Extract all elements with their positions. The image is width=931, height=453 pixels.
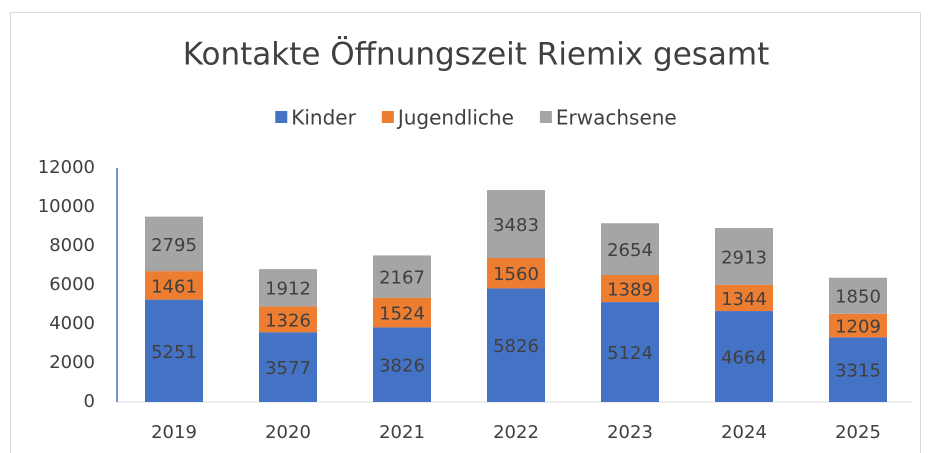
bar-segment	[601, 223, 659, 275]
data-label: 1912	[265, 279, 311, 300]
data-label: 1344	[721, 289, 767, 310]
legend-swatch	[275, 111, 288, 123]
data-label: 5826	[493, 336, 539, 357]
bar-segment	[601, 302, 659, 402]
bar-segment	[259, 332, 317, 402]
bar-segment	[829, 313, 887, 338]
legend-label: Erwachsene	[556, 106, 677, 130]
x-tick-label: 2022	[493, 422, 539, 443]
data-label: 2795	[151, 235, 197, 256]
bar-segment	[715, 311, 773, 402]
data-label: 2167	[379, 268, 425, 289]
bar-segment	[829, 337, 887, 402]
x-tick-label: 2025	[835, 422, 881, 443]
data-label: 4664	[721, 348, 767, 369]
x-tick-label: 2021	[379, 422, 425, 443]
data-label: 1850	[835, 287, 881, 308]
y-tick-label: 8000	[49, 235, 95, 256]
data-label: 1461	[151, 276, 197, 297]
bar-segment	[259, 306, 317, 333]
data-label: 3315	[835, 361, 881, 382]
x-tick-label: 2024	[721, 422, 767, 443]
bar-segment	[373, 255, 431, 298]
data-label: 1524	[379, 304, 425, 325]
data-label: 1326	[265, 310, 311, 331]
bar-segment	[487, 257, 545, 289]
chart-title: Kontakte Öffnungszeit Riemix gesamt	[183, 36, 770, 73]
bar-segment	[145, 299, 203, 402]
bar-segment	[715, 284, 773, 312]
bar-segment	[259, 269, 317, 307]
bar-segment	[373, 297, 431, 328]
x-tick-label: 2019	[151, 422, 197, 443]
data-label: 1389	[607, 280, 653, 301]
bar-segment	[145, 271, 203, 300]
bar-segment	[601, 274, 659, 303]
x-tick-label: 2023	[607, 422, 653, 443]
bar-segment	[145, 216, 203, 272]
data-label: 1560	[493, 264, 539, 285]
legend-label: Jugendliche	[396, 106, 514, 130]
legend: Kinder Jugendliche Erwachsene	[275, 106, 677, 130]
x-tick-label: 2020	[265, 422, 311, 443]
bar-segment	[487, 288, 545, 402]
y-tick-label: 4000	[49, 313, 95, 334]
data-label: 3483	[493, 215, 539, 236]
data-label: 1209	[835, 317, 881, 338]
bar-segment	[373, 327, 431, 402]
legend-swatch	[381, 111, 394, 123]
bar-segment	[829, 277, 887, 314]
bar-segment	[487, 190, 545, 258]
y-tick-label: 0	[84, 391, 95, 412]
data-label: 2654	[607, 240, 653, 261]
y-tick-label: 10000	[38, 196, 95, 217]
y-tick-label: 6000	[49, 274, 95, 295]
data-label: 5124	[607, 343, 653, 364]
data-label: 3577	[265, 358, 311, 379]
bar-segment	[715, 228, 773, 285]
y-tick-label: 2000	[49, 352, 95, 373]
y-tick-label: 12000	[38, 157, 95, 178]
data-label: 3826	[379, 356, 425, 377]
data-label: 2913	[721, 247, 767, 268]
legend-swatch	[539, 111, 552, 123]
legend-label: Kinder	[291, 106, 356, 130]
data-label: 5251	[151, 342, 197, 363]
